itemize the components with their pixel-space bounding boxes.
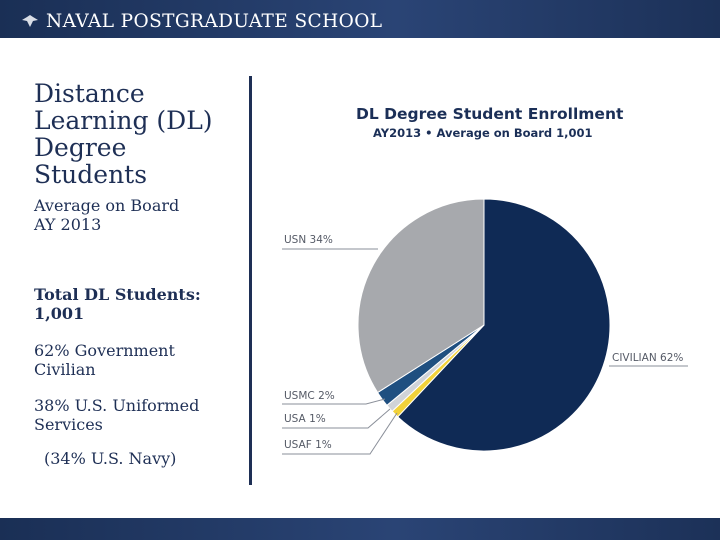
subheading-line: Average on Board <box>34 196 180 215</box>
uniformed-services-text: 38% U.S. Uniformed Services <box>34 396 239 434</box>
title-line: Learning (DL) <box>34 106 213 135</box>
total-students: Total DL Students: 1,001 <box>34 285 239 323</box>
subheading: Average on Board AY 2013 <box>34 196 239 234</box>
slice-label-civilian: CIVILIAN 62% <box>612 352 683 364</box>
school-name: NAVAL POSTGRADUATE SCHOOL <box>46 11 383 32</box>
total-line: 1,001 <box>34 304 85 323</box>
uniformed-line: 38% U.S. Uniformed <box>34 396 200 415</box>
leader-line-usmc <box>282 398 386 405</box>
crest-icon <box>22 15 38 27</box>
leader-line-usa <box>282 408 391 429</box>
page-title: Distance Learning (DL) Degree Students <box>34 80 239 188</box>
government-line: 62% Government <box>34 341 175 360</box>
header-bar: NAVAL POSTGRADUATE SCHOOL <box>0 0 720 38</box>
slice-label-usaf: USAF 1% <box>284 439 332 451</box>
slice-label-usa: USA 1% <box>284 413 326 425</box>
chart-title: DL Degree Student Enrollment <box>356 105 624 123</box>
subheading-line: AY 2013 <box>34 215 102 234</box>
total-line: Total DL Students: <box>34 285 201 304</box>
footer-bar <box>0 518 720 540</box>
title-line: Distance <box>34 79 145 108</box>
chart-subtitle: AY2013 • Average on Board 1,001 <box>373 126 593 140</box>
divider <box>249 76 252 485</box>
title-line: Students <box>34 160 148 189</box>
slice-label-usmc: USMC 2% <box>284 390 335 402</box>
left-panel: Distance Learning (DL) Degree Students A… <box>34 80 239 468</box>
slice-label-usn: USN 34% <box>284 234 333 246</box>
title-line: Degree <box>34 133 127 162</box>
government-line: Civilian <box>34 360 96 379</box>
pie-slice-civilian <box>397 198 611 452</box>
government-civilian-text: 62% Government Civilian <box>34 341 239 379</box>
uniformed-line: Services <box>34 415 103 434</box>
pie-slice-usn <box>357 198 485 394</box>
navy-text: (34% U.S. Navy) <box>44 449 177 468</box>
leader-line-usaf <box>282 412 398 455</box>
